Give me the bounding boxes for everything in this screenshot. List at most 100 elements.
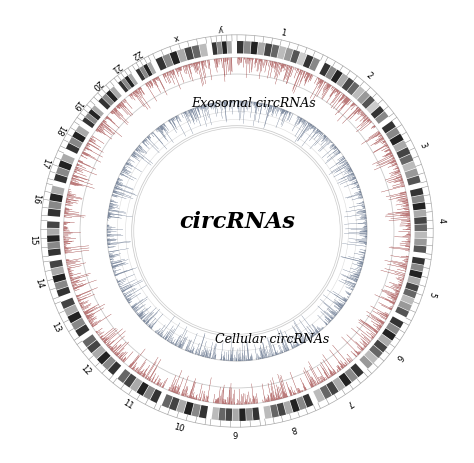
Polygon shape — [86, 313, 93, 317]
Polygon shape — [111, 266, 113, 267]
Polygon shape — [347, 278, 357, 282]
Polygon shape — [183, 67, 184, 68]
Polygon shape — [125, 294, 131, 298]
Polygon shape — [282, 339, 287, 351]
Polygon shape — [322, 368, 329, 378]
Polygon shape — [158, 128, 166, 138]
Polygon shape — [363, 256, 365, 257]
Polygon shape — [382, 142, 386, 145]
Polygon shape — [283, 65, 284, 69]
Polygon shape — [118, 352, 124, 358]
Polygon shape — [187, 395, 189, 398]
Polygon shape — [208, 105, 209, 110]
Polygon shape — [299, 320, 312, 338]
Polygon shape — [297, 124, 310, 142]
Polygon shape — [102, 123, 103, 124]
Polygon shape — [111, 265, 113, 266]
Polygon shape — [157, 129, 166, 140]
Polygon shape — [126, 163, 129, 165]
Polygon shape — [412, 257, 425, 265]
Polygon shape — [390, 162, 396, 165]
Polygon shape — [64, 246, 89, 249]
Polygon shape — [281, 110, 284, 117]
Polygon shape — [322, 86, 331, 100]
Polygon shape — [74, 172, 76, 173]
Polygon shape — [332, 345, 348, 364]
Polygon shape — [191, 46, 201, 59]
Text: x: x — [173, 31, 180, 42]
Polygon shape — [136, 313, 138, 314]
Polygon shape — [87, 340, 101, 353]
Polygon shape — [345, 303, 346, 304]
Polygon shape — [110, 261, 113, 262]
Polygon shape — [288, 388, 292, 396]
Polygon shape — [135, 91, 137, 94]
Polygon shape — [122, 293, 123, 294]
Polygon shape — [364, 337, 370, 343]
Polygon shape — [274, 63, 276, 70]
Polygon shape — [122, 291, 126, 293]
Polygon shape — [275, 63, 276, 69]
Text: 22: 22 — [129, 48, 143, 61]
Polygon shape — [64, 241, 69, 242]
Polygon shape — [77, 165, 86, 169]
Polygon shape — [114, 188, 118, 190]
Polygon shape — [309, 332, 313, 337]
Polygon shape — [320, 382, 321, 383]
Polygon shape — [157, 78, 158, 79]
Polygon shape — [92, 314, 111, 327]
Polygon shape — [266, 105, 267, 107]
Polygon shape — [132, 305, 137, 308]
Polygon shape — [347, 170, 352, 173]
Polygon shape — [81, 306, 84, 307]
Polygon shape — [177, 69, 179, 71]
Polygon shape — [358, 352, 360, 354]
Polygon shape — [137, 148, 144, 154]
Polygon shape — [389, 196, 407, 200]
Text: circRNAs: circRNAs — [179, 210, 295, 232]
Polygon shape — [84, 312, 88, 314]
Polygon shape — [301, 128, 316, 147]
Text: 11: 11 — [121, 398, 135, 411]
Polygon shape — [133, 153, 136, 156]
Polygon shape — [244, 58, 245, 61]
Polygon shape — [318, 79, 319, 80]
Polygon shape — [109, 257, 114, 259]
Polygon shape — [147, 137, 149, 139]
Circle shape — [134, 128, 340, 335]
Polygon shape — [312, 324, 319, 332]
Polygon shape — [89, 319, 94, 322]
Polygon shape — [316, 330, 319, 333]
Polygon shape — [66, 200, 67, 201]
Polygon shape — [244, 357, 245, 361]
Polygon shape — [357, 188, 360, 189]
Polygon shape — [268, 397, 269, 402]
Polygon shape — [124, 167, 128, 169]
Polygon shape — [366, 346, 367, 347]
Polygon shape — [334, 168, 351, 178]
Polygon shape — [161, 126, 163, 130]
Polygon shape — [242, 337, 243, 361]
Polygon shape — [276, 353, 277, 355]
Polygon shape — [331, 376, 332, 377]
Polygon shape — [295, 344, 297, 347]
Polygon shape — [117, 182, 119, 183]
Polygon shape — [374, 145, 387, 153]
Polygon shape — [96, 131, 98, 133]
Polygon shape — [347, 82, 360, 96]
Polygon shape — [89, 141, 91, 143]
Polygon shape — [332, 312, 337, 315]
Polygon shape — [167, 329, 175, 341]
Polygon shape — [231, 388, 232, 405]
Polygon shape — [156, 129, 160, 133]
Polygon shape — [356, 107, 358, 110]
Polygon shape — [278, 345, 282, 354]
Polygon shape — [383, 142, 385, 144]
Polygon shape — [258, 356, 259, 359]
Polygon shape — [333, 374, 334, 375]
Polygon shape — [341, 100, 350, 109]
Polygon shape — [145, 140, 146, 142]
Polygon shape — [106, 118, 109, 120]
Polygon shape — [406, 225, 410, 226]
Polygon shape — [161, 387, 162, 388]
